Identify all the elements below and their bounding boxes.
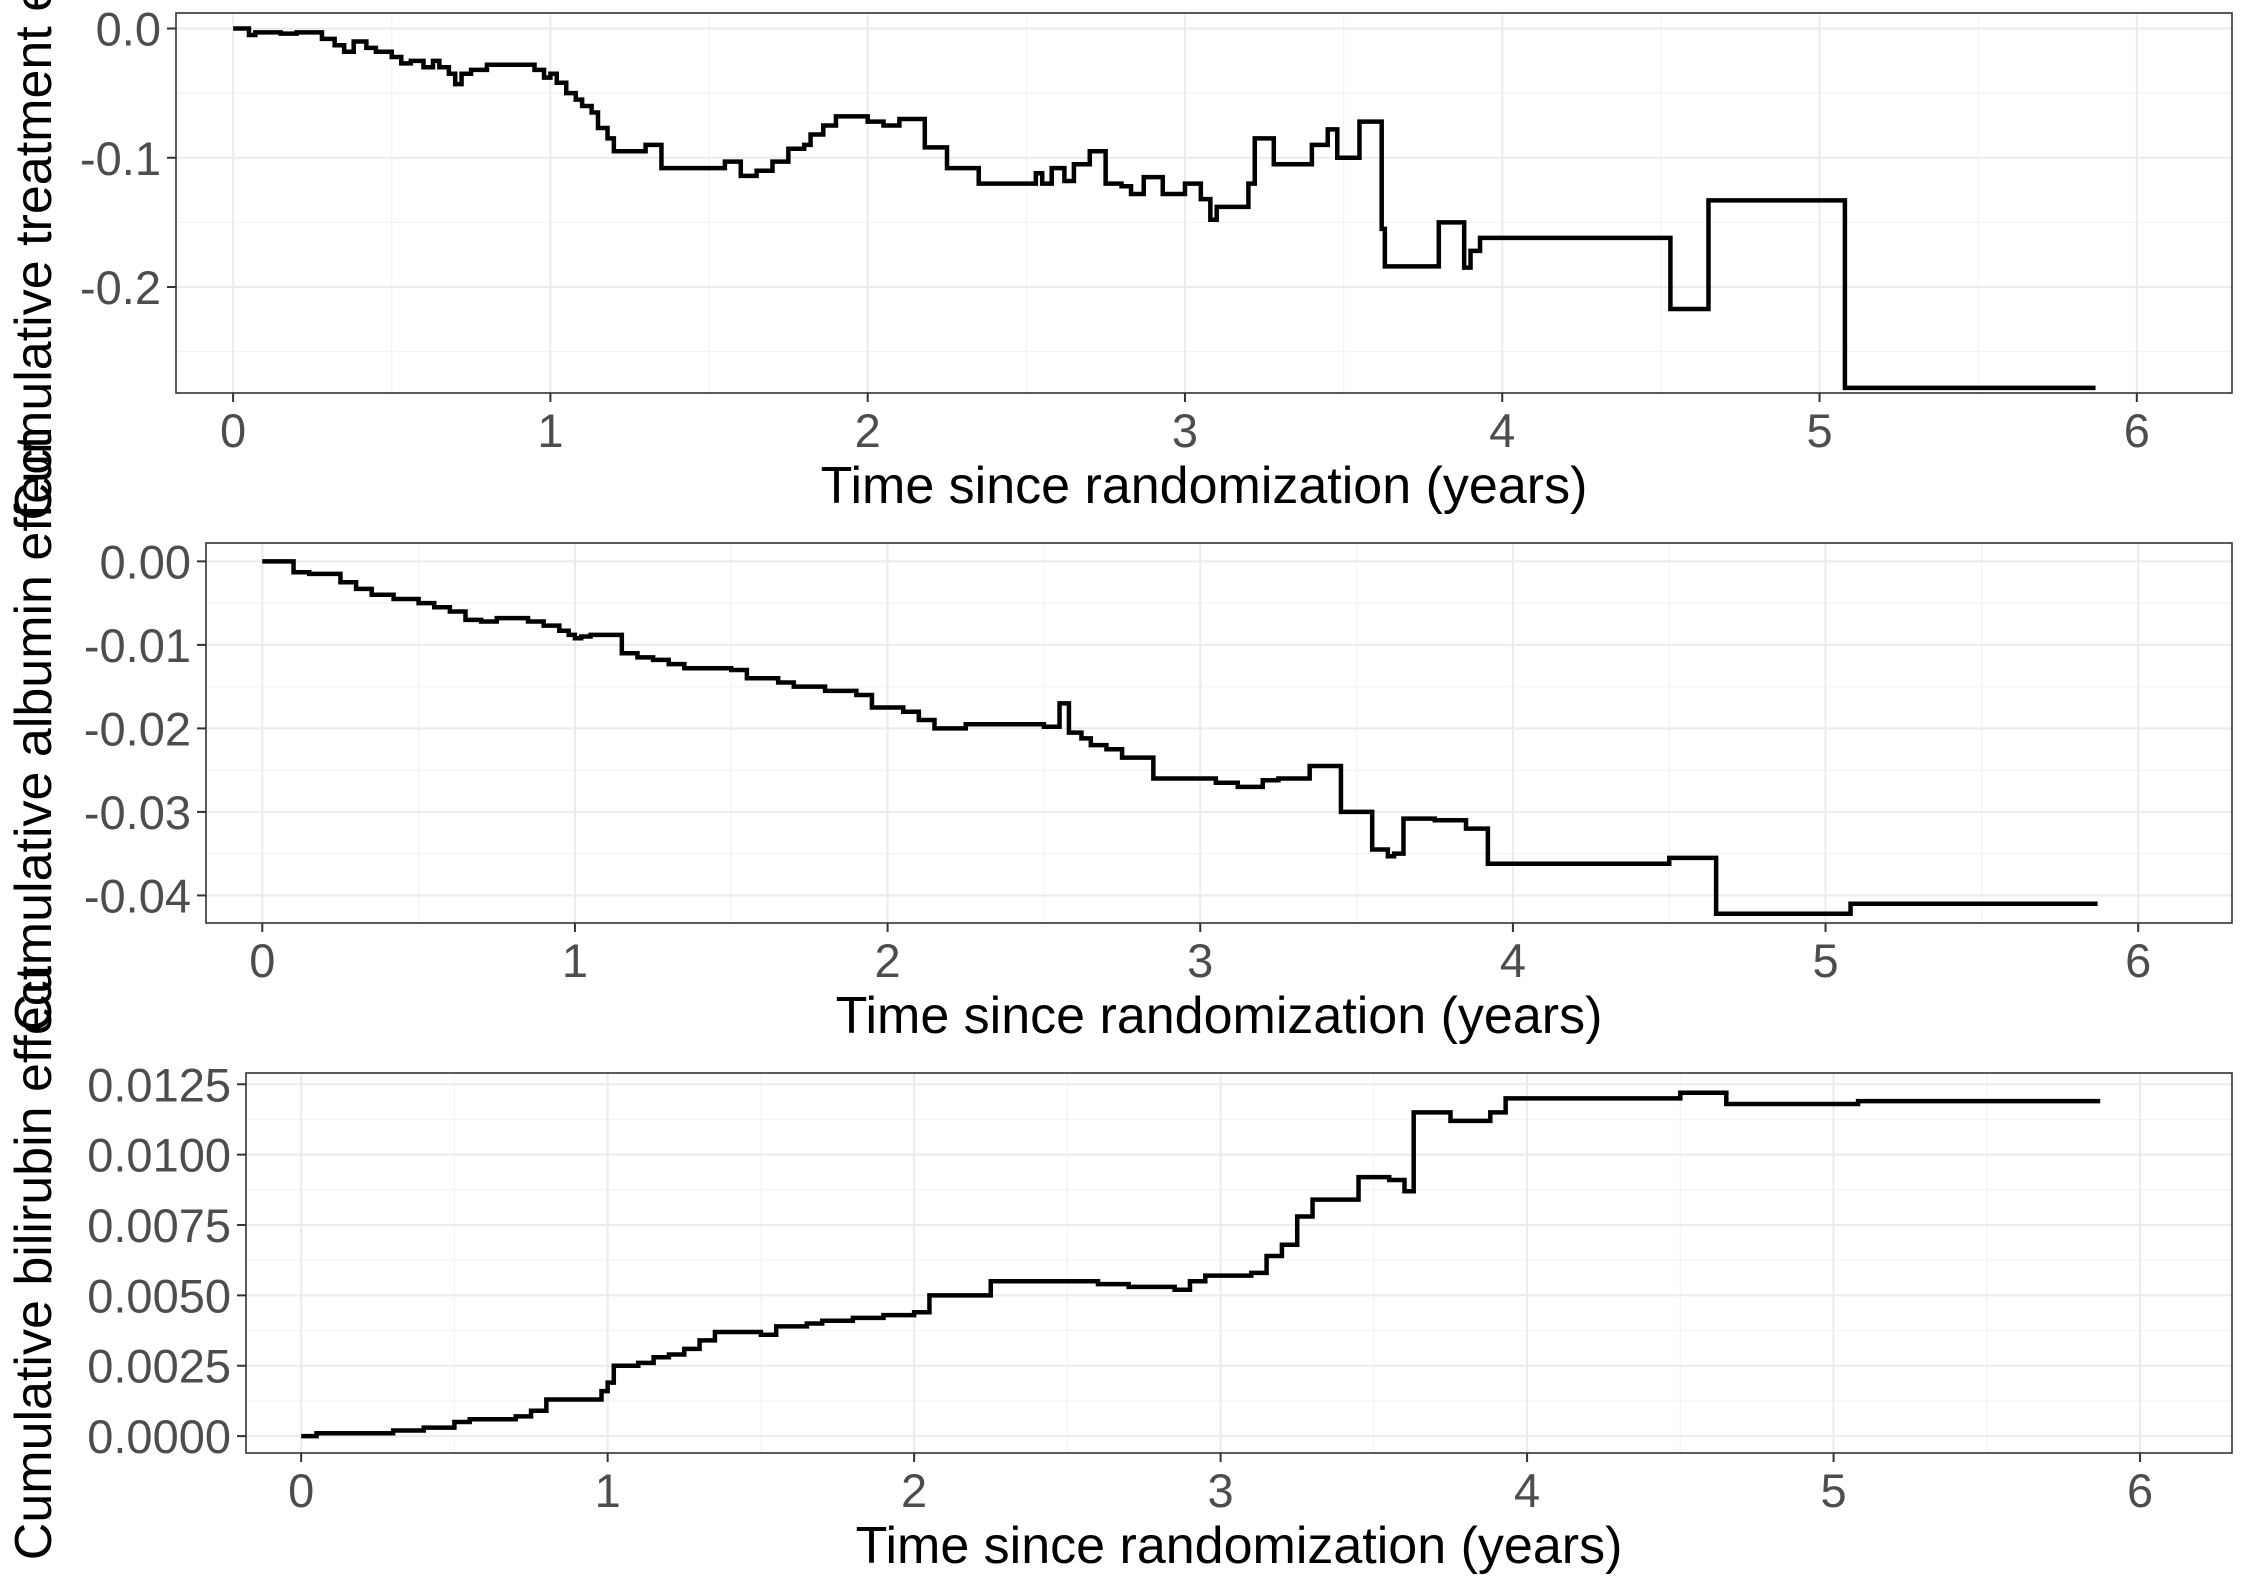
x-tick-label: 0 bbox=[249, 934, 275, 987]
x-tick-label: 6 bbox=[2125, 934, 2151, 987]
chart-panel-2: 0 1 2 3 4 5 6 0.00 -0.01 -0.02 -0.03 -0.04 Time sinc… bbox=[5, 434, 2233, 1045]
x-tick-label: 1 bbox=[562, 934, 588, 987]
y-tick-label: 0.0125 bbox=[87, 1058, 231, 1111]
x-tick-label: 2 bbox=[855, 404, 881, 457]
x-axis-title: Time since randomization (years) bbox=[836, 987, 1603, 1045]
y-tick-label: -0.04 bbox=[84, 869, 191, 922]
x-tick-label: 3 bbox=[1172, 404, 1198, 457]
y-tick-label: -0.03 bbox=[84, 786, 191, 839]
y-tick-label: 0.0000 bbox=[87, 1410, 231, 1463]
x-tick-label: 5 bbox=[1812, 934, 1838, 987]
y-tick-label: -0.01 bbox=[84, 619, 191, 672]
x-tick-label: 4 bbox=[1489, 404, 1515, 457]
x-axis-title: Time since randomization (years) bbox=[856, 1517, 1623, 1575]
x-tick-label: 2 bbox=[875, 934, 901, 987]
y-tick-label: 0.00 bbox=[100, 535, 191, 588]
chart-panel-1: 0 1 2 3 4 5 6 0.0 -0.1 -0.2 Time since randomizati… bbox=[5, 0, 2233, 520]
y-tick-label: 0.0025 bbox=[87, 1340, 231, 1393]
x-tick-label: 5 bbox=[1806, 404, 1832, 457]
series-line-1 bbox=[262, 559, 2098, 917]
y-tick-label: 0.0050 bbox=[87, 1269, 231, 1322]
x-tick-label: 3 bbox=[1187, 934, 1213, 987]
x-tick-label: 4 bbox=[1514, 1464, 1540, 1517]
series-line-1 bbox=[233, 26, 2096, 391]
x-axis-title: Time since randomization (years) bbox=[821, 457, 1588, 515]
x-tick-label: 1 bbox=[595, 1464, 621, 1517]
x-tick-label: 6 bbox=[2127, 1464, 2153, 1517]
y-tick-label: -0.02 bbox=[84, 702, 191, 755]
x-tick-label: 3 bbox=[1208, 1464, 1234, 1517]
x-tick-label: 2 bbox=[901, 1464, 927, 1517]
y-tick-label: 0.0100 bbox=[87, 1129, 231, 1182]
x-tick-label: 1 bbox=[537, 404, 563, 457]
gridlines bbox=[246, 1073, 2232, 1453]
series-line-1 bbox=[301, 1090, 2101, 1439]
panel-border bbox=[175, 12, 2233, 394]
panel-border bbox=[205, 542, 2233, 924]
y-axis-title: Cumulative albumin effect bbox=[5, 434, 63, 1032]
x-tick-label: 0 bbox=[288, 1464, 314, 1517]
y-tick-label: -0.1 bbox=[80, 132, 161, 185]
x-tick-label: 5 bbox=[1821, 1464, 1847, 1517]
gridlines bbox=[206, 543, 2232, 923]
y-tick-label: 0.0 bbox=[96, 3, 161, 56]
y-tick-label: -0.2 bbox=[80, 261, 161, 314]
panel-border bbox=[245, 1072, 2233, 1454]
x-tick-label: 0 bbox=[220, 404, 246, 457]
y-tick-label: 0.0075 bbox=[87, 1199, 231, 1252]
x-tick-label: 4 bbox=[1500, 934, 1526, 987]
chart-panel-3: 0 1 2 3 4 5 6 0.0000 0.0025 0.0050 0.0075 0.0100 0.0… bbox=[5, 965, 2233, 1575]
y-axis-title: Cumulative treatment effect bbox=[5, 0, 63, 520]
y-axis-title: Cumulative bilirubin effect bbox=[5, 965, 63, 1560]
x-tick-label: 6 bbox=[2124, 404, 2150, 457]
